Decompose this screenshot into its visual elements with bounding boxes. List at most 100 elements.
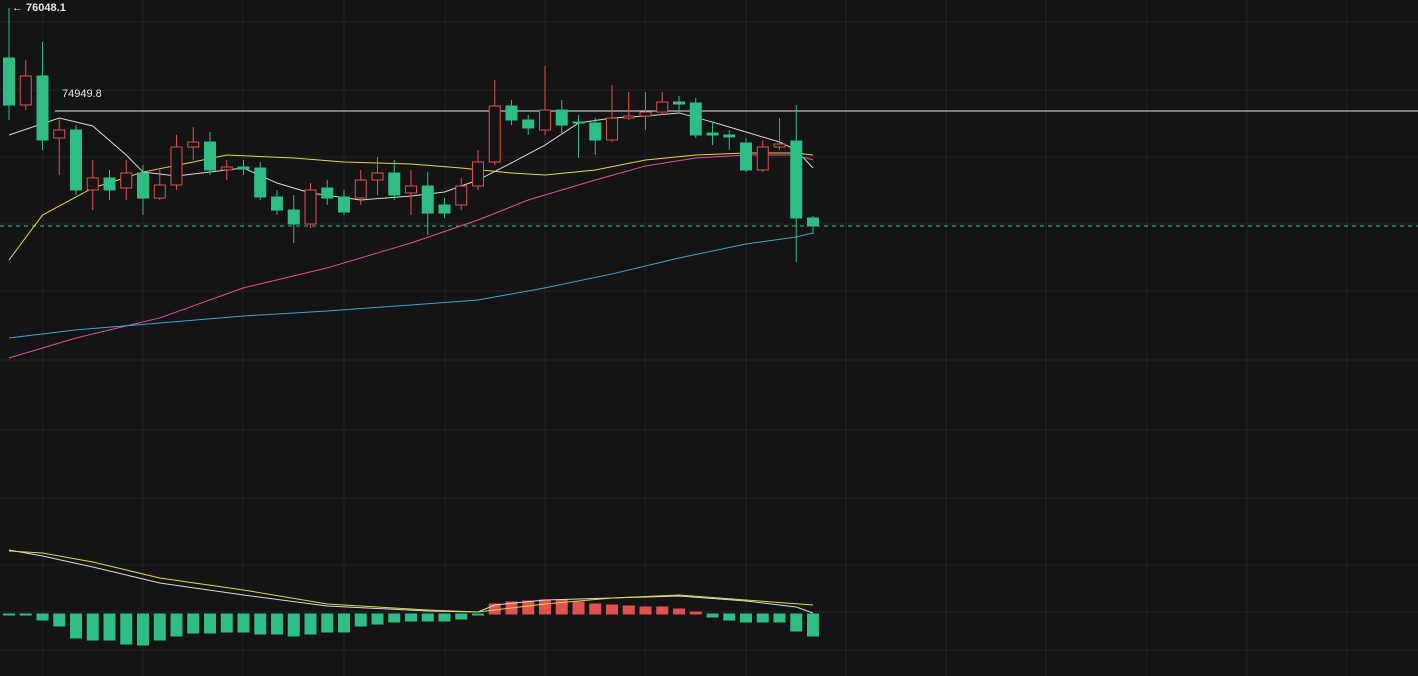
candle-body — [153, 184, 166, 199]
candle-body — [706, 132, 719, 136]
candle-body — [354, 179, 367, 199]
macd-bar — [388, 613, 401, 623]
macd-bar — [237, 613, 250, 633]
macd-bar — [287, 613, 300, 637]
macd-bar — [438, 613, 451, 622]
ma-line — [8, 152, 814, 261]
candle-body — [204, 141, 216, 171]
macd-bar — [137, 613, 149, 646]
macd-bar — [19, 613, 32, 616]
macd-bar — [807, 613, 819, 637]
macd-bar — [103, 613, 116, 641]
macd-bar — [639, 606, 652, 615]
candle-body — [539, 109, 551, 131]
candle-body — [170, 146, 183, 186]
candle-body — [304, 189, 317, 225]
candle-body — [338, 196, 350, 213]
macd-bar — [589, 603, 602, 615]
macd-bar — [572, 601, 585, 615]
macd-bar — [53, 613, 66, 627]
ma-line — [8, 232, 814, 339]
candle-body — [237, 166, 250, 170]
candle-body — [773, 143, 786, 148]
macd-bar — [539, 599, 551, 615]
candle-body — [137, 172, 149, 199]
macd-bar — [3, 613, 15, 616]
candle-body — [405, 185, 417, 194]
macd-bar — [773, 613, 786, 623]
macd-bar — [689, 611, 702, 615]
candle-body — [287, 209, 300, 225]
macd-bar — [673, 608, 685, 615]
candle-body — [70, 129, 82, 191]
macd-bar — [36, 613, 49, 621]
macd-bar — [522, 600, 535, 615]
macd-bar — [740, 613, 752, 623]
candle-body — [622, 115, 635, 119]
candle-body — [438, 204, 451, 214]
macd-bar — [723, 613, 736, 621]
candle-body — [723, 134, 736, 138]
macd-bar — [170, 613, 183, 637]
candle-body — [86, 177, 99, 191]
macd-bar — [756, 613, 769, 623]
candle-body — [19, 75, 32, 106]
candle-body — [120, 172, 133, 189]
candle-body — [689, 102, 702, 136]
candle-body — [388, 172, 401, 196]
macd-bar — [354, 613, 367, 627]
macd-bar — [706, 613, 719, 618]
candle-body — [572, 121, 585, 124]
candle-body — [522, 119, 535, 129]
candle-body — [807, 217, 819, 227]
ma-line — [8, 154, 814, 359]
macd-bar — [187, 613, 200, 634]
macd-bar — [472, 613, 484, 616]
macd-bar — [790, 613, 803, 632]
macd-bar — [70, 613, 82, 639]
macd-bar — [120, 613, 133, 645]
macd-bar — [271, 613, 283, 635]
candle-body — [3, 57, 15, 106]
candle-body — [220, 166, 233, 171]
candle-body — [656, 101, 669, 113]
macd-bar — [86, 613, 99, 641]
candle-body — [455, 185, 468, 206]
macd-bar — [204, 613, 216, 634]
candle-body — [187, 141, 200, 148]
macd-bar — [455, 613, 468, 620]
candle-body — [756, 146, 769, 171]
candle-body — [589, 122, 602, 141]
candle-body — [673, 101, 685, 105]
candle-body — [36, 75, 49, 141]
candle-body — [488, 105, 501, 163]
macd-bar — [606, 604, 618, 615]
price-line-label: 74949.8 — [62, 88, 102, 100]
candle-body — [53, 129, 66, 139]
candle-body — [103, 177, 116, 191]
candle-body — [254, 167, 267, 198]
macd-bar — [321, 613, 334, 633]
macd-bar — [254, 613, 267, 635]
macd-bar — [153, 613, 166, 641]
candle-body — [606, 117, 618, 141]
macd-line — [8, 550, 814, 613]
macd-bar — [338, 613, 350, 633]
candle-body — [505, 105, 518, 121]
high-marker-label: ← 76048.1 — [12, 2, 66, 14]
candle-body — [740, 142, 752, 171]
macd-bar — [371, 613, 384, 625]
macd-bar — [220, 613, 233, 633]
candle-body — [790, 140, 803, 219]
candle-body — [421, 185, 434, 214]
macd-bar — [405, 613, 417, 622]
candle-body — [639, 111, 652, 117]
macd-line — [8, 549, 814, 614]
macd-bar — [421, 613, 434, 622]
candle-body — [472, 161, 484, 187]
candle-body — [555, 109, 568, 126]
macd-bar — [656, 606, 669, 615]
candle-body — [271, 196, 283, 211]
macd-bar — [622, 605, 635, 615]
